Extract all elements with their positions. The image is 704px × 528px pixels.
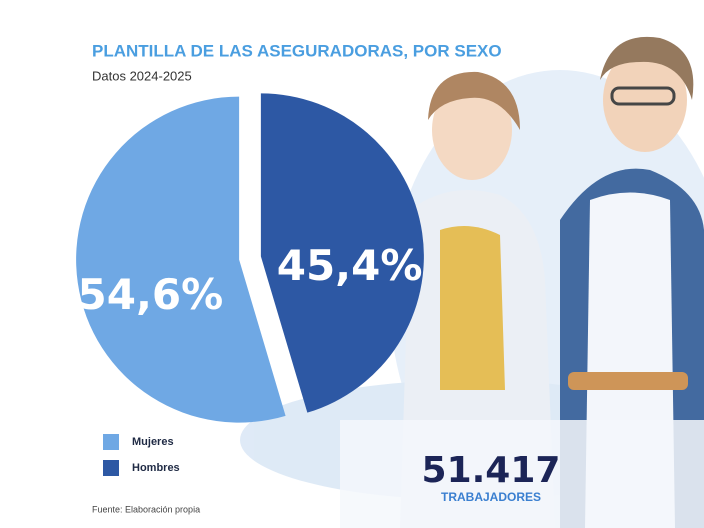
legend-swatch <box>103 434 119 450</box>
slice-label: 45,4% <box>277 241 423 290</box>
pie: 54,6% 45,4% <box>76 93 424 423</box>
chart-title: PLANTILLA DE LAS ASEGURADORAS, POR SEXO <box>92 41 502 60</box>
source-note: Fuente: Elaboración propia <box>92 504 200 514</box>
legend: Mujeres Hombres <box>103 434 180 476</box>
total-number: 51.417 <box>422 450 561 491</box>
pie-slice <box>76 96 286 423</box>
pie-slice <box>260 93 424 413</box>
legend-swatch <box>103 460 119 476</box>
illustration <box>240 36 704 528</box>
slice-label: 54,6% <box>78 270 224 319</box>
legend-label: Mujeres <box>132 436 174 448</box>
chart-subtitle: Datos 2024-2025 <box>92 68 192 83</box>
total-label: TRABAJADORES <box>441 490 541 504</box>
legend-label: Hombres <box>132 462 180 474</box>
